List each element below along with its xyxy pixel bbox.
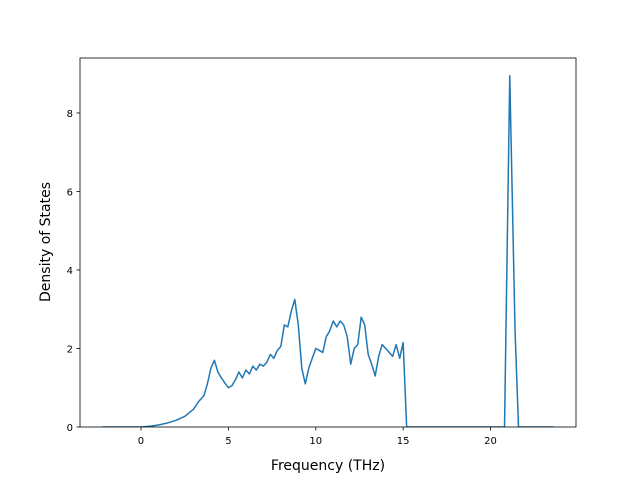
x-tick-label: 20 [484, 436, 497, 447]
data-line [102, 74, 554, 427]
x-axis-label: Frequency (THz) [271, 458, 385, 474]
x-tick-label: 0 [138, 436, 144, 447]
x-tick-label: 15 [397, 436, 410, 447]
y-tick-label: 4 [67, 266, 73, 277]
y-tick-label: 2 [67, 344, 73, 355]
plot-frame [79, 57, 577, 428]
y-tick-label: 0 [67, 423, 73, 434]
y-tick-label: 6 [67, 187, 73, 198]
x-tick-label: 5 [225, 436, 231, 447]
x-tick-label: 10 [309, 436, 322, 447]
y-tick-label: 8 [67, 109, 73, 120]
y-axis-label: Density of States [38, 182, 54, 302]
